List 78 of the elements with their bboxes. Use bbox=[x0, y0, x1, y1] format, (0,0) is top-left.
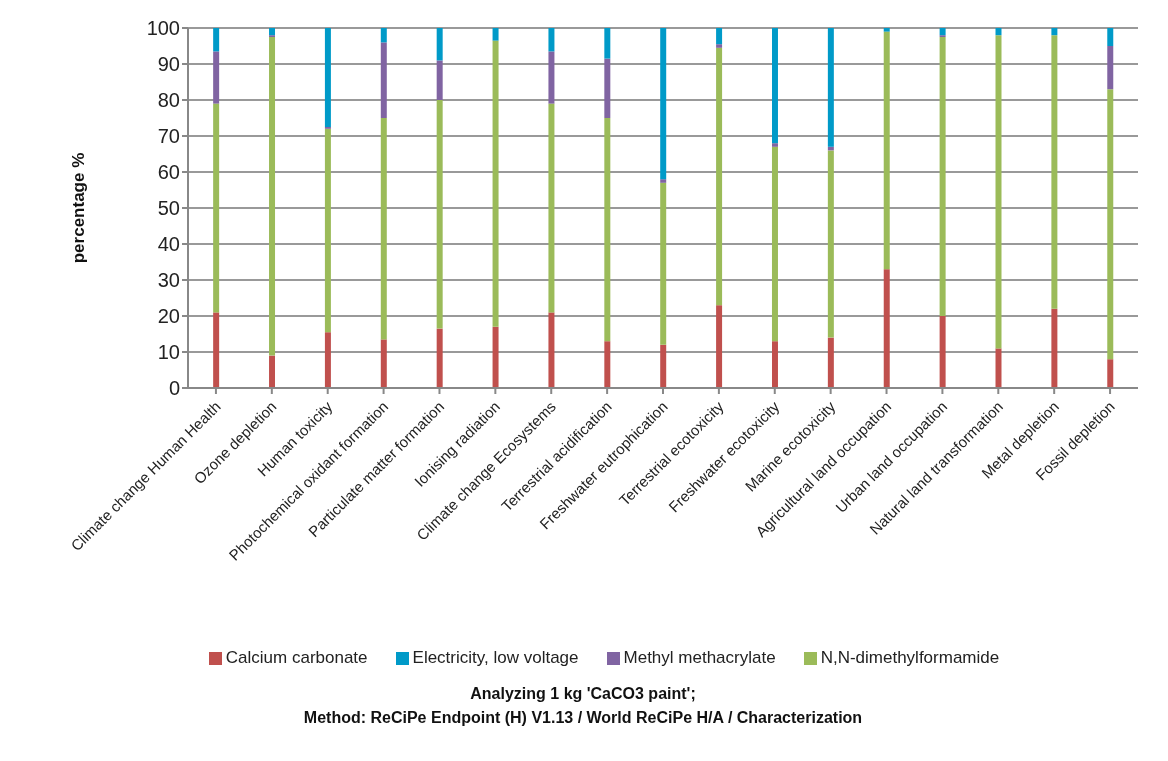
bar bbox=[380, 118, 387, 340]
legend-label: Methyl methacrylate bbox=[623, 648, 776, 667]
bar bbox=[213, 103, 220, 313]
y-tick-label: 50 bbox=[157, 197, 180, 220]
bar bbox=[716, 305, 723, 388]
bar bbox=[213, 312, 220, 388]
bar bbox=[716, 28, 723, 45]
bar bbox=[1107, 46, 1114, 90]
bar bbox=[604, 118, 611, 342]
bar bbox=[883, 269, 890, 388]
bar bbox=[492, 326, 499, 388]
bar bbox=[492, 28, 499, 41]
bar bbox=[380, 42, 387, 118]
bar bbox=[269, 28, 276, 36]
text: Analyzing 1 kg 'CaCO3 paint'; bbox=[469, 684, 697, 704]
text: Method: ReCiPe Endpoint (H) V1.13 / World ReCiPe H/A / Characterization bbox=[302, 708, 864, 728]
y-axis-title: percentage % bbox=[69, 152, 89, 264]
bar bbox=[1051, 308, 1058, 388]
y-tick-label: 20 bbox=[157, 305, 180, 328]
bar bbox=[660, 28, 667, 180]
y-tick-label: 10 bbox=[157, 341, 180, 364]
bar bbox=[269, 355, 276, 388]
bar bbox=[771, 143, 778, 147]
bar bbox=[1107, 28, 1114, 46]
bar bbox=[436, 328, 443, 388]
bar bbox=[827, 150, 834, 338]
bar bbox=[883, 31, 890, 270]
legend-label: Calcium carbonate bbox=[225, 648, 368, 667]
bar bbox=[436, 60, 443, 100]
bar bbox=[380, 339, 387, 388]
bar bbox=[771, 341, 778, 388]
y-tick-label: 70 bbox=[157, 125, 180, 148]
bar bbox=[1051, 35, 1058, 309]
bar bbox=[604, 28, 611, 59]
bar bbox=[883, 28, 890, 32]
bar bbox=[939, 28, 946, 36]
bar bbox=[995, 28, 1002, 36]
bar bbox=[324, 28, 331, 127]
bar bbox=[771, 28, 778, 144]
bar bbox=[324, 332, 331, 388]
bar bbox=[604, 58, 611, 118]
bar bbox=[492, 40, 499, 327]
bar bbox=[939, 316, 946, 388]
bar bbox=[213, 28, 220, 52]
bar bbox=[995, 348, 1002, 388]
y-tick-label: 90 bbox=[157, 53, 180, 76]
bar bbox=[548, 312, 555, 388]
bar bbox=[548, 103, 555, 313]
bar bbox=[324, 128, 331, 333]
y-tick-label: 30 bbox=[157, 269, 180, 292]
bar bbox=[660, 344, 667, 388]
bar bbox=[939, 37, 946, 316]
bar bbox=[548, 51, 555, 104]
bar bbox=[1107, 359, 1114, 388]
bar bbox=[1051, 28, 1058, 36]
bar bbox=[716, 44, 723, 48]
y-tick-label: 80 bbox=[157, 89, 180, 112]
bar bbox=[716, 47, 723, 306]
bar bbox=[604, 341, 611, 388]
bar bbox=[269, 37, 276, 356]
bar bbox=[995, 35, 1002, 349]
bar bbox=[548, 28, 555, 52]
bar bbox=[436, 28, 443, 61]
legend-label: Electricity, low voltage bbox=[412, 648, 579, 667]
legend-label: N,N-dimethylformamide bbox=[820, 648, 1000, 667]
bar bbox=[380, 28, 387, 43]
bar bbox=[213, 51, 220, 104]
y-tick-label: 40 bbox=[157, 233, 180, 256]
y-tick-label: 100 bbox=[146, 17, 180, 40]
bar bbox=[436, 100, 443, 329]
bar bbox=[771, 146, 778, 342]
bar bbox=[660, 182, 667, 345]
bar bbox=[660, 179, 667, 183]
bar bbox=[827, 28, 834, 147]
bar bbox=[1107, 89, 1114, 360]
bar bbox=[827, 337, 834, 388]
y-tick-label: 60 bbox=[157, 161, 180, 184]
y-tick-label: 0 bbox=[168, 377, 180, 400]
